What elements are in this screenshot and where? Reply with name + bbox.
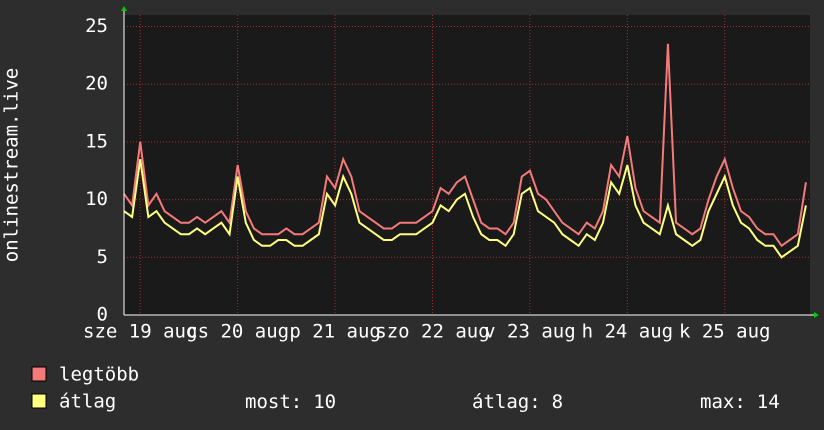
plot-area <box>124 15 810 315</box>
x-tick-label: v 23 aug <box>484 321 576 343</box>
y-tick-label: 15 <box>85 130 108 152</box>
stat-value: 8 <box>552 391 563 413</box>
y-axis-label: onlinestream.live <box>1 68 23 262</box>
legend-label: legtöbb <box>59 364 139 386</box>
stat-value: 10 <box>313 391 336 413</box>
series-line <box>123 159 807 259</box>
x-tick-label: cs 20 aug <box>186 321 289 343</box>
y-tick-label: 5 <box>97 246 108 268</box>
axis-arrow <box>121 6 127 11</box>
stat-label: most: <box>245 391 302 413</box>
stat: max: 14 <box>700 391 780 413</box>
y-tick-label: 20 <box>85 73 108 95</box>
stat-label: max: <box>700 391 746 413</box>
stat-value: 14 <box>757 391 780 413</box>
legend-label: átlag <box>59 391 116 413</box>
axis-arrow <box>814 312 819 318</box>
legend-swatch <box>31 393 47 409</box>
x-tick-label: szo 22 aug <box>375 321 489 343</box>
x-tick-label: sze 19 aug <box>83 321 197 343</box>
series-line <box>123 43 807 248</box>
x-tick-label: p 21 aug <box>289 321 381 343</box>
legend-swatch <box>31 366 47 382</box>
y-tick-label: 10 <box>85 188 108 210</box>
x-tick-label: h 24 aug <box>582 321 674 343</box>
stat: most: 10 <box>245 391 336 413</box>
y-tick-label: 25 <box>85 15 108 37</box>
stat: átlag: 8 <box>472 391 563 413</box>
x-tick-label: k 25 aug <box>679 321 771 343</box>
y-tick-label: 0 <box>97 304 108 326</box>
stat-label: átlag: <box>472 391 541 413</box>
